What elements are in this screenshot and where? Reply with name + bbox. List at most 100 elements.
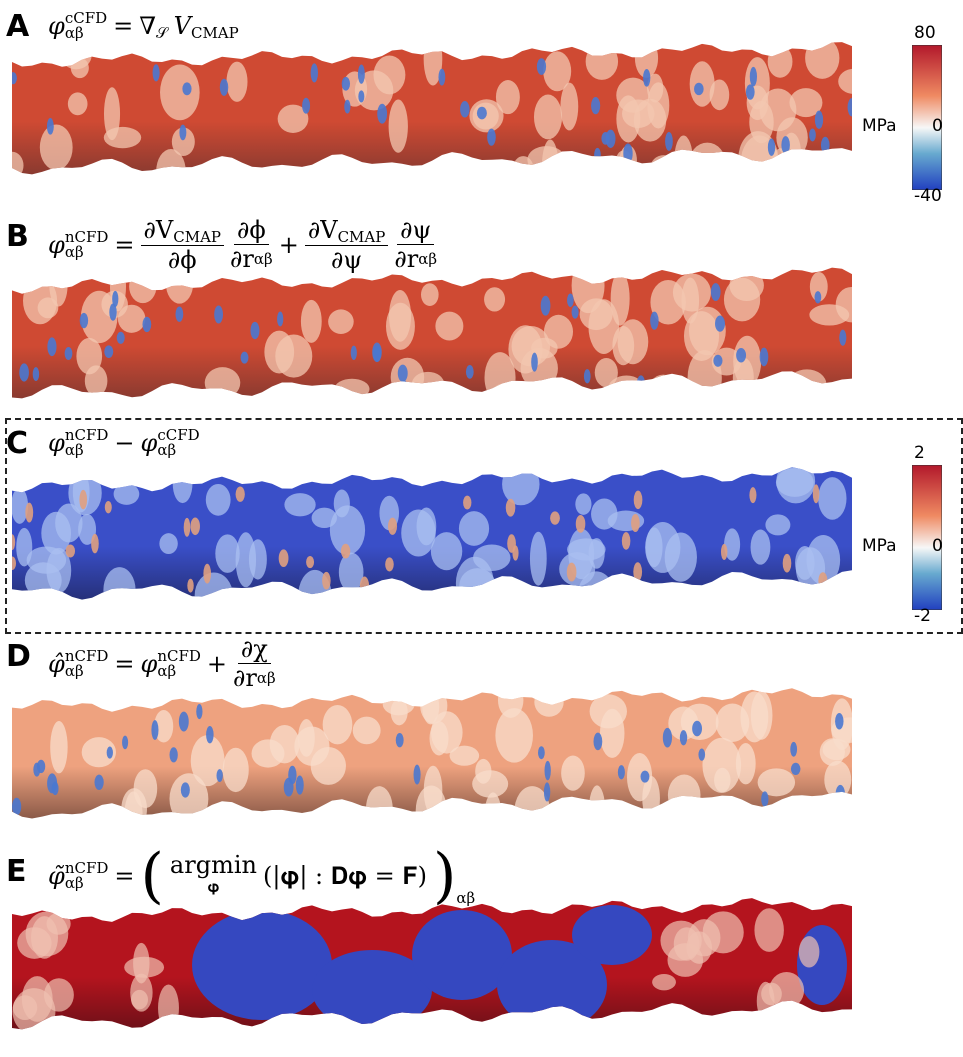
fraction: ∂χ ∂r αβ [233,635,276,692]
region [497,940,607,1030]
dot [591,97,601,115]
spot [12,487,29,524]
math-term: φ̂ nCFD αβ [48,646,109,679]
math-term: ∂ψ [331,246,362,274]
spot [740,691,769,743]
dot [694,82,704,96]
panel-label: D [6,639,31,674]
spot [512,156,534,175]
dot [12,797,22,816]
dot [179,124,187,141]
dot [835,713,844,730]
dot [593,732,603,751]
dot [438,68,446,86]
spot [277,104,309,133]
scripts: nCFD αβ [157,648,201,680]
spot [158,984,179,1030]
dot [151,720,159,740]
spot [172,467,193,504]
fraction: ∂ψ ∂r αβ [394,216,437,273]
dot [182,82,192,96]
dot [64,347,73,361]
dot [650,311,659,330]
math-term: ) αβ [433,846,475,906]
spot [735,743,756,785]
subscript: αβ [157,661,177,680]
surface-render [12,898,852,1030]
dot [12,72,17,85]
dot [397,364,408,382]
dot [814,110,824,129]
dot [219,78,229,96]
dot [571,305,579,319]
colorbar-tick-label: 2 [914,443,925,463]
spot [645,522,681,573]
region [572,905,652,965]
spot [765,514,791,536]
superscript: nCFD [64,646,109,665]
spot [769,971,805,1009]
spot [248,539,267,580]
scripts: nCFD αβ [65,861,109,891]
math-text: = [114,230,135,259]
dot [621,532,631,550]
spot [495,708,533,763]
math-text: = [114,862,135,890]
spot [533,94,563,140]
dot [278,549,289,568]
dot [782,553,792,573]
dot [377,103,388,124]
spot [24,562,62,599]
dot [636,375,646,393]
subscript: αβ [157,441,177,459]
spot [17,927,52,959]
math-text: ∂χ [240,635,268,663]
spot [818,477,847,520]
scripts: cCFD αβ [157,428,199,458]
math-term: φ nCFD αβ [48,428,108,458]
superscript: nCFD [64,227,109,246]
spot [709,79,730,111]
big-paren: ( [140,841,164,911]
math-term: argmin 𝛗 [170,853,257,898]
dot [463,495,472,510]
dot [36,759,46,774]
spot [190,735,225,787]
math-term: + [207,650,227,678]
subscript: CMAP [337,228,386,246]
fraction: ∂V CMAP ∂ψ [304,215,389,274]
scripts: αβ [418,251,437,267]
math-text: − [114,429,135,457]
dot [385,557,394,572]
spot [561,755,585,791]
dot [196,704,203,720]
spot [642,775,660,819]
math-text: + [278,230,299,259]
scripts: 𝒮 [156,11,168,41]
dot [306,555,315,569]
superscript: cCFD [64,9,108,27]
dot [203,563,212,584]
dot [835,784,846,805]
spot [650,155,678,175]
region [312,950,432,1030]
spot [750,529,771,565]
spot [484,287,506,312]
colorbar-tick-label: -40 [914,186,942,206]
spot [81,737,117,768]
dot [122,735,129,750]
dot [631,514,640,533]
equation: φ̂ nCFD αβ = φ nCFD αβ + ∂χ ∂r αβ [48,635,276,692]
dot [187,578,194,593]
colorbar-tick-label: 80 [914,23,936,43]
dot [790,741,798,757]
dot [216,769,223,783]
numerator: ∂ϕ [233,216,269,245]
dot [175,306,184,322]
equation: φ nCFD αβ = ∂V CMAP ∂ϕ ∂ϕ ∂r αβ + ∂V CMAP ∂ψ ∂ψ ∂r αβ [48,215,437,274]
spot [215,534,240,573]
spot [702,737,742,793]
denominator: ∂r αβ [394,245,437,273]
dot [235,486,245,502]
